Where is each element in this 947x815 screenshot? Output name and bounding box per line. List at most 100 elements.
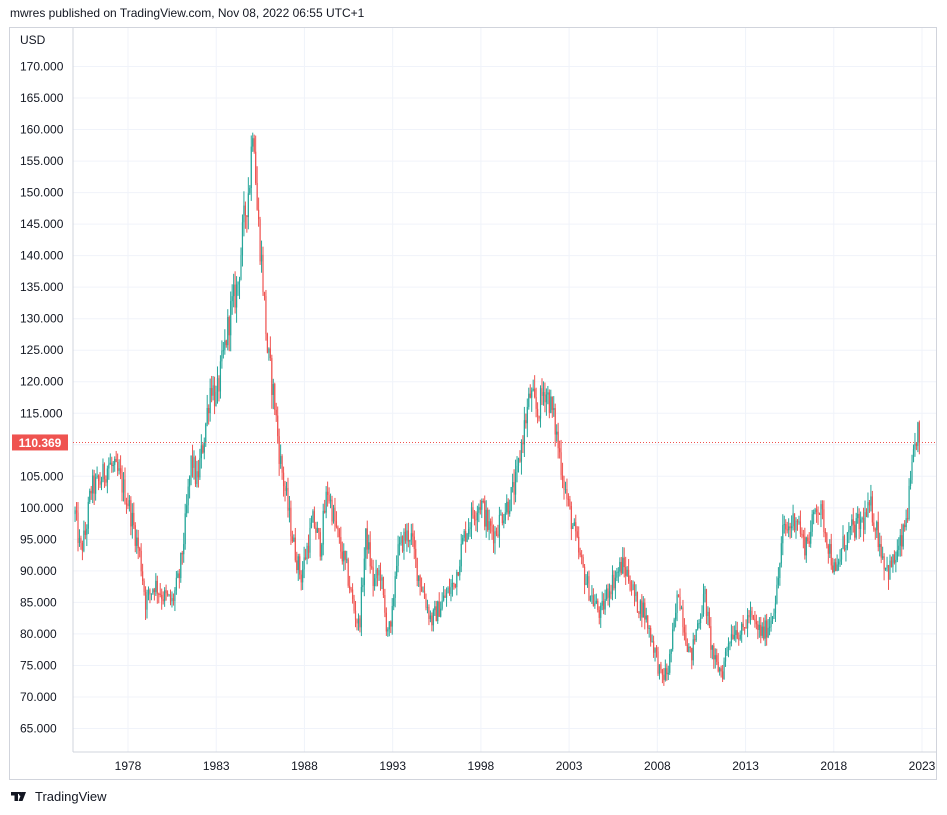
candle-body	[186, 505, 188, 514]
candle-body	[887, 564, 890, 580]
axes: 65.000 70.000 75.000 80.000 85.000 90.000 95.0…	[12, 28, 937, 773]
candle-body	[400, 536, 402, 543]
candle-body	[880, 544, 882, 558]
candle-body	[821, 504, 824, 510]
candle-body	[735, 630, 737, 635]
candle-body	[520, 443, 523, 462]
candle-body	[526, 406, 528, 424]
candle-body	[561, 475, 564, 481]
candle-body	[538, 416, 540, 419]
candle-body	[796, 520, 799, 522]
candle-body	[268, 348, 270, 353]
candle-body	[748, 614, 750, 618]
candle-body	[739, 634, 741, 639]
candle-body	[559, 448, 561, 453]
candle-body	[172, 598, 175, 601]
candle-body	[833, 562, 835, 573]
candle-body	[174, 590, 176, 601]
candle-body	[418, 575, 420, 581]
candle-body	[539, 388, 542, 419]
candle-body	[688, 646, 690, 652]
candle-body	[876, 521, 878, 531]
candle-body	[589, 596, 592, 601]
candle-body	[117, 462, 119, 471]
candle-body	[385, 612, 387, 632]
x-tick-label: 1978	[115, 759, 142, 773]
candle-body	[563, 480, 565, 490]
candle-body	[567, 498, 570, 500]
candle-body	[228, 317, 230, 336]
candle-body	[877, 521, 879, 548]
candle-body	[635, 592, 637, 596]
candle-body	[205, 423, 207, 443]
candle-body	[162, 599, 164, 602]
candle-body	[890, 560, 893, 568]
candle-body	[428, 606, 430, 619]
candle-body	[861, 517, 863, 520]
candle-body	[296, 560, 298, 571]
candle-body	[517, 458, 520, 466]
candle-body	[75, 510, 78, 513]
candle-body	[410, 533, 412, 541]
candle-body	[235, 284, 238, 308]
candle-body	[545, 394, 547, 403]
candle-body	[826, 533, 828, 546]
candle-body	[253, 138, 255, 152]
tradingview-logo-icon	[11, 791, 26, 801]
candle-body	[777, 578, 779, 585]
candle-body	[431, 615, 433, 626]
candle-body	[773, 613, 775, 617]
y-tick-label: 105.000	[20, 469, 64, 483]
candle-body	[127, 503, 129, 507]
candle-body	[680, 607, 683, 610]
candle-body	[554, 408, 556, 435]
x-tick-label: 1983	[203, 759, 230, 773]
candle-body	[501, 514, 503, 524]
candle-body	[90, 490, 92, 494]
candle-body	[670, 649, 672, 654]
candle-body	[128, 500, 130, 507]
candle-body	[258, 209, 260, 220]
candle-body	[134, 525, 136, 546]
candle-body	[658, 664, 661, 674]
candle-body	[331, 499, 333, 522]
y-tick-label: 145.000	[20, 217, 64, 231]
candle-body	[729, 642, 731, 644]
candle-body	[652, 641, 655, 653]
y-tick-label: 140.000	[20, 249, 64, 263]
x-tick-label: 2003	[556, 759, 583, 773]
candle-body	[240, 255, 242, 280]
candle-body	[541, 388, 543, 396]
candle-body	[199, 458, 201, 478]
candle-body	[667, 672, 669, 675]
candle-body	[789, 526, 791, 529]
candle-body	[710, 626, 712, 650]
candle-body	[156, 580, 158, 594]
candle-body	[629, 581, 631, 590]
candle-body	[704, 589, 706, 595]
candle-body	[401, 536, 404, 552]
candle-body	[601, 601, 603, 606]
candle-body	[852, 519, 854, 525]
candle-body	[153, 589, 155, 593]
candle-body	[181, 552, 183, 555]
y-tick-label: 75.000	[20, 658, 57, 672]
candle-body	[717, 661, 719, 672]
candle-body	[754, 618, 756, 622]
last-price-tag	[12, 434, 68, 451]
candle-body	[912, 449, 915, 462]
candle-body	[510, 487, 512, 511]
candle-body	[284, 486, 286, 491]
candle-body	[357, 618, 360, 624]
candle-body	[783, 524, 785, 526]
candle-body	[871, 496, 873, 523]
candle-body	[705, 589, 708, 616]
candle-body	[177, 573, 179, 578]
candle-body	[582, 557, 584, 567]
candle-body	[835, 562, 837, 571]
candle-body	[241, 222, 244, 256]
candle-body	[307, 545, 310, 553]
footer-brand[interactable]: TradingView	[10, 789, 107, 804]
candle-body	[271, 358, 273, 395]
